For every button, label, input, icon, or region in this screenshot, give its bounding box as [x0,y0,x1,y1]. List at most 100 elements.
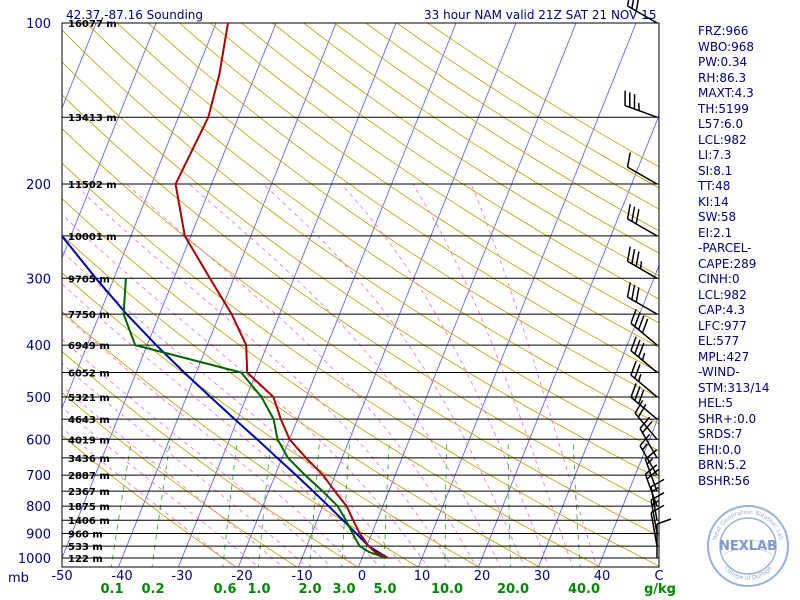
index-item: STM:313/14 [698,380,770,395]
temperature-tick-label: -10 [291,569,312,584]
index-item: MAXT:4.3 [698,86,754,100]
isotherm-line [62,23,277,560]
height-label: 5321 m [68,393,110,404]
index-item: EI:2.1 [698,225,733,240]
index-item: L57:6.0 [698,117,744,131]
wind-barb [639,416,658,459]
pressure-tick-label: 600 [26,433,51,448]
index-item: EL:577 [698,334,740,348]
pressure-tick-label: 100 [26,17,51,32]
forecast-valid-time: 33 hour NAM valid 21Z SAT 21 NOV 15 [424,8,657,22]
index-item: BRN:5.2 [698,458,747,472]
nexlab-logo: NEXLAB Next Generation Weather Lab Colle… [707,505,789,587]
index-item: PW:0.34 [698,55,748,69]
index-item: LCL:982 [698,287,747,302]
mixing-ratio-tick-label: 40.0 [568,582,600,597]
index-item: TH:5199 [698,101,749,116]
index-item: WBO:968 [698,39,755,54]
background-lines [62,23,659,567]
dry-adiabat-line [62,162,659,567]
moist-adiabat-line [62,427,236,567]
pressure-tick-label: 200 [26,178,51,193]
index-item: HEL:5 [698,396,733,410]
moist-adiabat-line [74,183,453,567]
mixing-ratio-line [572,443,581,567]
height-label: 6949 m [68,341,110,352]
pressure-tick-label: 700 [26,469,51,484]
height-label: 16077 m [68,19,117,30]
dry-adiabat-line [85,23,659,425]
index-item: TT:48 [698,179,731,193]
mixing-ratio-tick-label: 5.0 [373,582,396,597]
wind-barb [650,504,665,547]
temperature-tick-label: -30 [171,569,192,584]
temperature-trace [174,23,389,559]
parcel-trace [62,234,389,559]
height-label: 533 m [68,542,103,553]
height-label: 9705 m [68,274,110,285]
wind-barb [630,383,658,420]
profiles [62,23,389,559]
dry-adiabat-line [62,350,359,567]
height-label: 3436 m [68,454,110,465]
isotherm-line [177,23,397,567]
mixing-ratio-tick-label: 0.2 [141,582,164,597]
temperature-tick-label: -20 [231,569,252,584]
index-item: CINH:0 [698,272,740,286]
index-item: SRDS:7 [698,427,743,441]
temperature-unit-label: C [654,569,663,584]
height-label: 10001 m [68,232,117,243]
pressure-tick-label: 900 [26,528,51,543]
mixing-ratio-tick-label: 10.0 [431,582,463,597]
dry-adiabat-line [62,234,541,567]
mixing-ratio-tick-label: 1.0 [247,582,270,597]
index-item: -WIND- [698,365,740,379]
moist-adiabat-line [341,183,549,567]
wind-barb [650,492,665,534]
pressure-unit-label: mb [8,571,29,586]
isotherm-line [477,114,659,567]
moist-adiabat-line [62,312,356,567]
mixing-ratio-tick-label: 0.1 [100,582,123,597]
moist-adiabat-line [412,183,574,567]
moist-adiabat-line [470,183,598,567]
isotherm-line [62,23,157,260]
moist-adiabat-line [62,338,332,567]
dewpoint-trace [122,278,387,559]
index-item: -PARCEL- [698,241,752,255]
temperature-tick-label: 40 [594,569,611,584]
index-item: SW:58 [698,210,737,224]
pressure-tick-label: 300 [26,272,51,287]
dry-adiabat-line [62,29,659,452]
wind-barb [639,433,658,476]
height-label: 1875 m [68,502,110,513]
index-item: BSHR:56 [698,473,750,488]
isobars [61,22,660,568]
mixing-ratio-line [383,443,390,567]
index-item: EHI:0.0 [698,442,742,457]
wind-barb [626,204,658,237]
isotherm-line [417,23,637,567]
pressure-tick-label: 500 [26,391,51,406]
height-label: 6052 m [68,368,110,379]
mixing-ratio-line [222,443,238,567]
height-label: 2367 m [68,487,110,498]
mixing-ratio-tick-label: 2.0 [298,582,321,597]
dry-adiabat-line [62,128,659,537]
wind-barb [624,90,658,118]
mixing-ratio-line [341,443,350,567]
mixing-ratio-line [151,443,171,567]
index-item: FRZ:966 [698,24,749,38]
mixing-ratio-unit-label: g/kg [644,582,676,597]
dry-adiabat-line [210,23,659,324]
isotherm-line [597,414,659,567]
moist-adiabat-line [62,250,405,567]
moist-adiabat-line [126,183,477,567]
isotherm-line [62,23,97,110]
height-label: 122 m [68,554,103,565]
height-label: 7750 m [68,310,110,321]
temperature-tick-label: 30 [534,569,551,584]
wind-barb [626,282,658,315]
wind-barb [626,152,658,185]
